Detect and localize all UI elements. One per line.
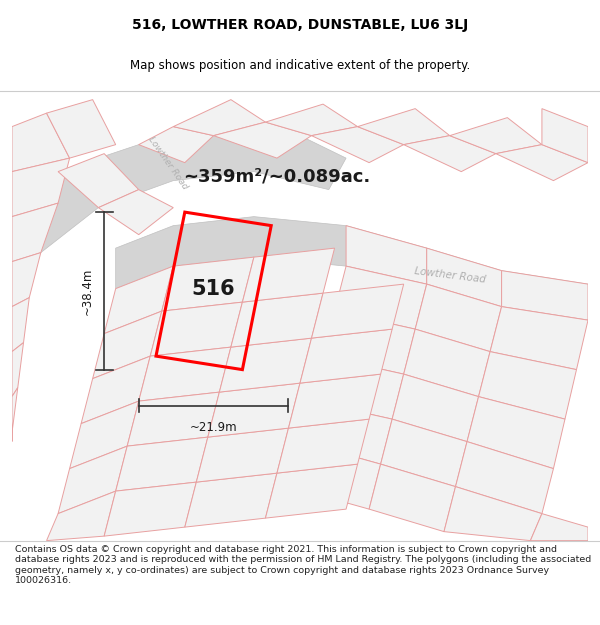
Polygon shape <box>300 329 392 383</box>
Polygon shape <box>12 253 41 307</box>
Polygon shape <box>530 514 588 541</box>
Polygon shape <box>12 203 58 262</box>
Polygon shape <box>311 127 404 162</box>
Text: Lowther Road: Lowther Road <box>146 134 189 191</box>
Polygon shape <box>116 217 588 320</box>
Polygon shape <box>92 311 162 379</box>
Polygon shape <box>444 487 542 541</box>
Polygon shape <box>12 342 23 397</box>
Polygon shape <box>81 356 150 424</box>
Polygon shape <box>311 284 404 338</box>
Polygon shape <box>12 127 346 262</box>
Polygon shape <box>185 473 277 527</box>
Polygon shape <box>98 189 173 234</box>
Polygon shape <box>47 491 116 541</box>
Polygon shape <box>415 284 502 352</box>
Polygon shape <box>289 442 380 509</box>
Polygon shape <box>289 374 380 428</box>
Polygon shape <box>242 248 335 302</box>
Polygon shape <box>12 388 18 442</box>
Polygon shape <box>12 158 70 217</box>
Polygon shape <box>490 307 588 369</box>
Text: Contains OS data © Crown copyright and database right 2021. This information is : Contains OS data © Crown copyright and d… <box>15 545 591 585</box>
Polygon shape <box>404 136 496 172</box>
Polygon shape <box>139 347 231 401</box>
Polygon shape <box>231 293 323 347</box>
Text: 516: 516 <box>192 279 235 299</box>
Polygon shape <box>404 329 490 397</box>
Polygon shape <box>173 99 265 136</box>
Text: ~359m²/~0.089ac.: ~359m²/~0.089ac. <box>184 167 371 185</box>
Polygon shape <box>502 271 588 320</box>
Polygon shape <box>58 154 139 208</box>
Polygon shape <box>12 113 70 172</box>
Polygon shape <box>58 446 127 514</box>
Polygon shape <box>70 401 139 469</box>
Polygon shape <box>467 397 565 469</box>
Polygon shape <box>323 311 415 374</box>
Polygon shape <box>104 266 173 334</box>
Polygon shape <box>12 298 29 352</box>
Polygon shape <box>277 419 369 473</box>
Polygon shape <box>392 374 479 442</box>
Polygon shape <box>346 226 427 284</box>
Polygon shape <box>162 257 254 311</box>
Polygon shape <box>380 419 467 487</box>
Polygon shape <box>47 99 116 158</box>
Polygon shape <box>214 122 311 158</box>
Text: 516, LOWTHER ROAD, DUNSTABLE, LU6 3LJ: 516, LOWTHER ROAD, DUNSTABLE, LU6 3LJ <box>132 18 468 32</box>
Polygon shape <box>496 144 588 181</box>
Polygon shape <box>127 392 220 446</box>
Polygon shape <box>427 248 502 307</box>
Text: Lowther Road: Lowther Road <box>413 266 486 284</box>
Text: ~21.9m: ~21.9m <box>190 421 238 434</box>
Polygon shape <box>358 109 450 144</box>
Polygon shape <box>542 109 588 162</box>
Polygon shape <box>265 104 358 136</box>
Text: Map shows position and indicative extent of the property.: Map shows position and indicative extent… <box>130 59 470 72</box>
Polygon shape <box>208 383 300 437</box>
Polygon shape <box>311 356 404 419</box>
Text: ~38.4m: ~38.4m <box>81 268 94 314</box>
Polygon shape <box>335 266 427 329</box>
Polygon shape <box>196 428 289 482</box>
Polygon shape <box>104 482 196 536</box>
Polygon shape <box>450 118 542 154</box>
Polygon shape <box>265 464 358 518</box>
Polygon shape <box>116 437 208 491</box>
Polygon shape <box>150 302 242 356</box>
Polygon shape <box>220 338 311 392</box>
Polygon shape <box>455 442 553 514</box>
Polygon shape <box>139 127 214 162</box>
Polygon shape <box>479 352 577 419</box>
Polygon shape <box>369 464 455 532</box>
Polygon shape <box>300 401 392 464</box>
